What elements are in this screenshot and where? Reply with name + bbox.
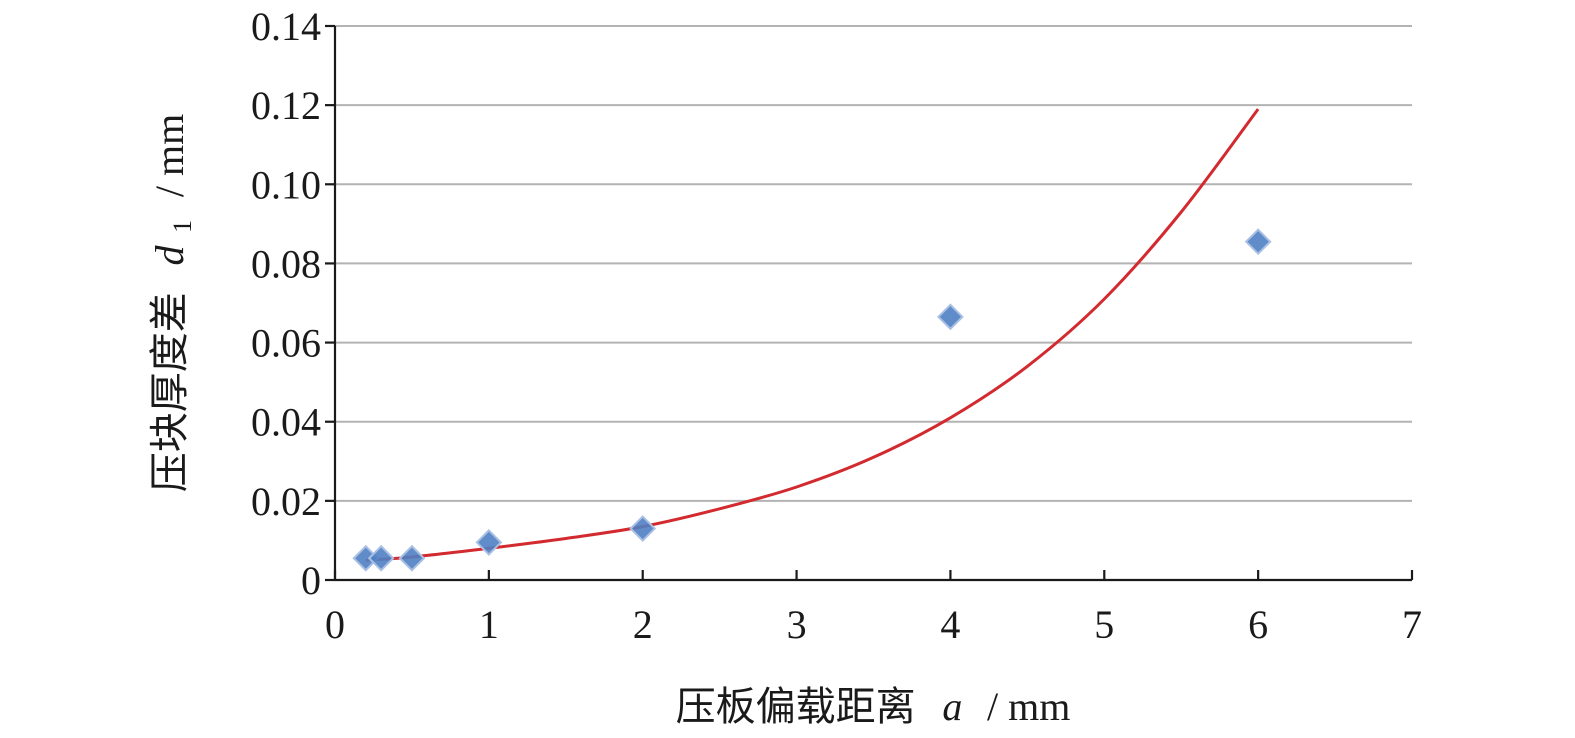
scatter-point bbox=[629, 515, 657, 542]
y-tick-label: 0.14 bbox=[251, 4, 321, 49]
scatter-point bbox=[367, 544, 395, 572]
scatter-point bbox=[937, 303, 964, 331]
y-tick-label: 0.12 bbox=[251, 83, 321, 128]
y-tick-label: 0.08 bbox=[251, 241, 321, 286]
x-tick-label: 6 bbox=[1248, 602, 1268, 647]
scatter-point bbox=[398, 544, 426, 572]
fit-curve-layer bbox=[365, 108, 1260, 562]
y-tick-label: 0.02 bbox=[251, 479, 321, 524]
scatter-point bbox=[1244, 228, 1272, 256]
y-tick-label: 0.10 bbox=[251, 162, 321, 207]
x-tick-label: 1 bbox=[479, 602, 499, 647]
y-axis-title-text: 压块厚度差 bbox=[147, 292, 193, 492]
x-axis-title-text: 压板偏载距离 bbox=[676, 684, 916, 730]
fit-curve bbox=[365, 108, 1260, 562]
y-tick-label: 0.04 bbox=[251, 400, 321, 445]
x-tick-label: 7 bbox=[1402, 602, 1422, 647]
x-tick-label: 5 bbox=[1094, 602, 1114, 647]
scatter-points-layer bbox=[352, 228, 1272, 572]
y-axis-title: 压块厚度差 d 1 / mm bbox=[147, 114, 201, 493]
scatter-point bbox=[475, 528, 503, 556]
x-axis-unit: / mm bbox=[987, 684, 1070, 729]
axes bbox=[325, 24, 1414, 582]
y-tick-label: 0 bbox=[301, 558, 321, 603]
y-tick-labels: 0 0.02 0.04 0.06 0.08 0.10 0.12 0.14 bbox=[251, 4, 321, 603]
y-axis-symbol: d bbox=[147, 245, 192, 266]
x-tick-label: 0 bbox=[325, 602, 345, 647]
x-tick-labels: 0 1 2 3 4 5 6 7 bbox=[325, 602, 1422, 647]
y-axis-unit: / mm bbox=[147, 114, 192, 197]
x-tick-label: 2 bbox=[633, 602, 653, 647]
x-tick-label: 4 bbox=[940, 602, 960, 647]
y-axis-subscript: 1 bbox=[168, 220, 197, 233]
x-axis-symbol: a bbox=[942, 684, 962, 729]
x-tick-label: 3 bbox=[787, 602, 807, 647]
y-tick-label: 0.06 bbox=[251, 321, 321, 366]
gridlines bbox=[335, 25, 1412, 502]
x-axis-title: 压板偏载距离 a / mm bbox=[676, 684, 1071, 730]
